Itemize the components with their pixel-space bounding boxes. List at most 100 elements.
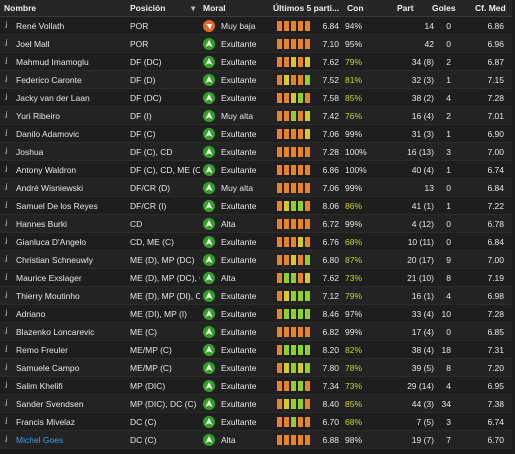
player-name[interactable]: Hannes Burki — [16, 219, 68, 229]
table-row[interactable]: i Francis Mivelaz DC (C) Exultante 6.70 68% 7 … — [0, 413, 515, 431]
player-info-icon[interactable]: i — [5, 128, 8, 138]
player-name[interactable]: Maurice Exslager — [16, 273, 82, 283]
player-name[interactable]: Joel Mall — [16, 39, 50, 49]
player-name[interactable]: Samuele Campo — [16, 363, 80, 373]
player-info-icon[interactable]: i — [5, 200, 8, 210]
player-info-icon[interactable]: i — [5, 272, 8, 282]
scrollbar[interactable] — [512, 0, 515, 454]
player-average-rating: 6.85 — [487, 327, 504, 337]
player-name[interactable]: Sander Svendsen — [16, 399, 84, 409]
col-header-part[interactable]: Part — [397, 3, 414, 13]
form-bar — [291, 381, 296, 391]
form-rating: 8.06 — [322, 201, 339, 211]
form-bar — [291, 39, 296, 49]
table-row[interactable]: i Danilo Adamovic DF (C) Exultante 7.06 99% 31… — [0, 125, 515, 143]
table-row[interactable]: i Remo Freuler ME/MP (C) Exultante 8.20 82% 38… — [0, 341, 515, 359]
player-info-icon[interactable]: i — [5, 92, 8, 102]
table-row[interactable]: i Thierry Moutinho ME (D), MP (DI), CD Exul… — [0, 287, 515, 305]
player-info-icon[interactable]: i — [5, 20, 8, 30]
player-name[interactable]: Adriano — [16, 309, 46, 319]
player-name[interactable]: Remo Freuler — [16, 345, 68, 355]
form-bar — [305, 435, 310, 445]
table-row[interactable]: i Samuel De los Reyes DF/CR (I) Exultante 8.… — [0, 197, 515, 215]
col-header-con[interactable]: Con — [347, 3, 364, 13]
table-row[interactable]: i Samuele Campo ME/MP (C) Exultante 7.80 78% 3… — [0, 359, 515, 377]
table-row[interactable]: i René Vollath POR Muy baja 6.84 94% 14 0 6.86 — [0, 17, 515, 35]
table-row[interactable]: i Antony Waldron DF (C), CD, ME (C) Exultan… — [0, 161, 515, 179]
player-name[interactable]: Christian Schneuwly — [16, 255, 94, 265]
col-header-ultimos[interactable]: Últimos 5 parti... — [273, 3, 340, 13]
form-bar — [298, 327, 303, 337]
player-info-icon[interactable]: i — [5, 254, 8, 264]
player-name[interactable]: Mahmud Imamoglu — [16, 57, 89, 67]
col-header-posicion[interactable]: Posición — [130, 3, 166, 13]
player-info-icon[interactable]: i — [5, 344, 8, 354]
table-row[interactable]: i Yuri Ribeiro DF (I) Muy alta 7.42 76% 16 (4)… — [0, 107, 515, 125]
table-row[interactable]: i Christian Schneuwly ME (D), MP (DC) Exult… — [0, 251, 515, 269]
player-name[interactable]: Gianluca D'Angelo — [16, 237, 87, 247]
table-row[interactable]: i Maurice Exslager ME (D), MP (DC), CD Alta… — [0, 269, 515, 287]
table-row[interactable]: i Gianluca D'Angelo CD, ME (C) Exultante 6.7… — [0, 233, 515, 251]
player-info-icon[interactable]: i — [5, 146, 8, 156]
player-info-icon[interactable]: i — [5, 236, 8, 246]
player-info-icon[interactable]: i — [5, 290, 8, 300]
player-info-icon[interactable]: i — [5, 398, 8, 408]
player-name[interactable]: Thierry Moutinho — [16, 291, 80, 301]
table-row[interactable]: i Jacky van der Laan DF (DC) Exultante 7.58 8… — [0, 89, 515, 107]
player-info-icon[interactable]: i — [5, 110, 8, 120]
sort-chevron-icon[interactable]: ▾ — [191, 3, 196, 13]
table-row[interactable]: i André Wisniewski DF/CR (D) Muy alta 7.06 99… — [0, 179, 515, 197]
morale-up-arrow-icon — [203, 236, 215, 248]
player-name[interactable]: André Wisniewski — [16, 183, 84, 193]
player-info-icon[interactable]: i — [5, 74, 8, 84]
form-bar — [291, 57, 296, 67]
player-info-icon[interactable]: i — [5, 362, 8, 372]
table-row[interactable]: i Joshua DF (C), CD Exultante 7.28 100% 16 (13… — [0, 143, 515, 161]
player-condition: 81% — [345, 75, 363, 85]
player-name[interactable]: Michel Goes — [16, 435, 64, 445]
table-row[interactable]: i Federico Caronte DF (D) Exultante 7.52 81% 3… — [0, 71, 515, 89]
table-row[interactable]: i Adriano ME (DI), MP (I) Exultante 8.46 97% 3… — [0, 305, 515, 323]
table-row[interactable]: i Blazenko Loncarevic ME (C) Exultante 6.82 9… — [0, 323, 515, 341]
table-row[interactable]: i Joel Mall POR Exultante 7.10 95% 42 0 6.96 — [0, 35, 515, 53]
player-name[interactable]: Blazenko Loncarevic — [16, 327, 95, 337]
form-bar — [291, 219, 296, 229]
table-row[interactable]: i Michel Goes DC (C) Alta 6.88 98% 19 (7) 7 6.70 — [0, 431, 515, 449]
player-name[interactable]: Federico Caronte — [16, 75, 82, 85]
player-name[interactable]: Samuel De los Reyes — [16, 201, 98, 211]
player-info-icon[interactable]: i — [5, 416, 8, 426]
player-name[interactable]: Jacky van der Laan — [16, 93, 90, 103]
player-name[interactable]: Salim Khelifi — [16, 381, 63, 391]
player-info-icon[interactable]: i — [5, 182, 8, 192]
player-info-icon[interactable]: i — [5, 56, 8, 66]
player-info-icon[interactable]: i — [5, 38, 8, 48]
player-info-icon[interactable]: i — [5, 308, 8, 318]
player-info-icon[interactable]: i — [5, 434, 8, 444]
player-name[interactable]: Francis Mivelaz — [16, 417, 76, 427]
col-header-moral[interactable]: Moral — [203, 3, 226, 13]
player-condition: 73% — [345, 273, 363, 283]
table-row[interactable]: i Hannes Burki CD Alta 6.72 99% 4 (12) 0 6.78 — [0, 215, 515, 233]
form-bar — [305, 111, 310, 121]
player-name[interactable]: Danilo Adamovic — [16, 129, 80, 139]
player-position: CD — [130, 219, 143, 229]
player-name[interactable]: Yuri Ribeiro — [16, 111, 60, 121]
table-row[interactable]: i Mahmud Imamoglu DF (DC) Exultante 7.62 79% 3… — [0, 53, 515, 71]
player-info-icon[interactable]: i — [5, 380, 8, 390]
player-name[interactable]: René Vollath — [16, 21, 65, 31]
player-condition: 78% — [345, 363, 363, 373]
player-info-icon[interactable]: i — [5, 164, 8, 174]
col-header-nombre[interactable]: Nombre — [4, 3, 37, 13]
player-info-icon[interactable]: i — [5, 218, 8, 228]
player-name[interactable]: Antony Waldron — [16, 165, 77, 175]
form-rating: 6.70 — [322, 417, 339, 427]
player-name[interactable]: Joshua — [16, 147, 44, 157]
form-bar — [284, 219, 289, 229]
player-position: DF (C), CD, ME (C) — [130, 165, 200, 175]
table-row[interactable]: i Salim Khelifi MP (DIC) Exultante 7.34 73% 29… — [0, 377, 515, 395]
col-header-goles[interactable]: Goles — [432, 3, 456, 13]
form-bar — [305, 183, 310, 193]
table-row[interactable]: i Sander Svendsen MP (DIC), DC (C) Exultant… — [0, 395, 515, 413]
col-header-cfmed[interactable]: Cf. Med — [475, 3, 506, 13]
player-info-icon[interactable]: i — [5, 326, 8, 336]
